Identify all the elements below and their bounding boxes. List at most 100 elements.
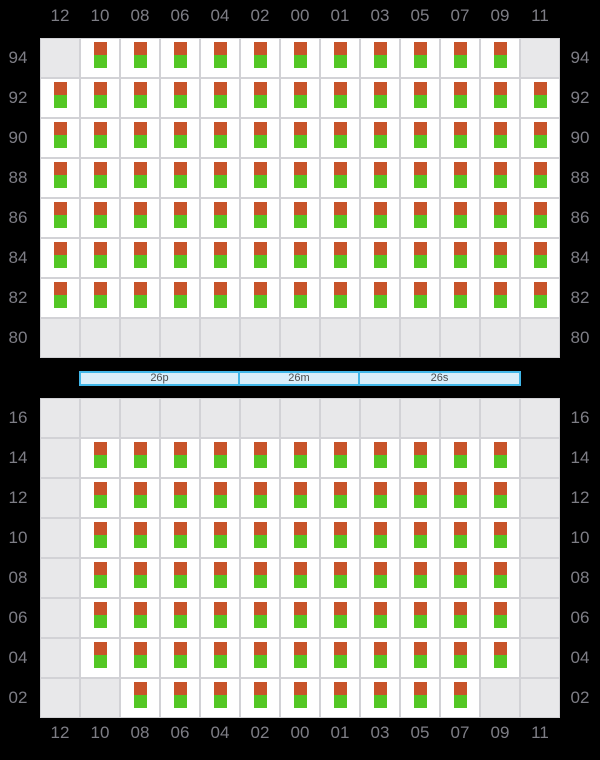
- orange-marker-icon: [253, 122, 267, 135]
- green-marker-icon: [493, 175, 507, 188]
- slot-02-10: [81, 679, 119, 717]
- slot-08-01: [321, 559, 359, 597]
- green-marker-icon: [413, 135, 427, 148]
- green-marker-icon: [533, 295, 547, 308]
- orange-marker-icon: [253, 202, 267, 215]
- orange-marker-icon: [133, 602, 147, 615]
- green-marker-icon: [333, 295, 347, 308]
- column-label-03: 03: [370, 6, 390, 25]
- orange-marker-icon: [53, 282, 67, 295]
- slot-16-10: [81, 399, 119, 437]
- orange-marker-icon: [293, 482, 307, 495]
- green-marker-icon: [413, 695, 427, 708]
- orange-marker-icon: [373, 122, 387, 135]
- tier-label-right-80: 80: [570, 328, 590, 347]
- orange-marker-icon: [493, 602, 507, 615]
- slot-16-07: [441, 399, 479, 437]
- tier-label-right-02: 02: [570, 688, 590, 707]
- slot-16-00: [281, 399, 319, 437]
- slot-02-08: [121, 679, 159, 717]
- tier-label-right-82: 82: [570, 288, 590, 307]
- slot-06-04: [201, 599, 239, 637]
- tier-label-left-90: 90: [8, 128, 28, 147]
- green-marker-icon: [333, 215, 347, 228]
- upper-deck-grid: [40, 38, 560, 358]
- orange-marker-icon: [93, 442, 107, 455]
- slot-02-12: [41, 679, 79, 717]
- green-marker-icon: [413, 55, 427, 68]
- orange-marker-icon: [173, 122, 187, 135]
- slot-86-01: [321, 199, 359, 237]
- green-marker-icon: [133, 615, 147, 628]
- tier-label-left-88: 88: [8, 168, 28, 187]
- slot-86-10: [81, 199, 119, 237]
- green-marker-icon: [93, 255, 107, 268]
- slot-94-02: [241, 39, 279, 77]
- tier-label-right-16: 16: [570, 408, 590, 427]
- orange-marker-icon: [53, 202, 67, 215]
- slot-82-07: [441, 279, 479, 317]
- slot-02-06: [161, 679, 199, 717]
- slot-84-01: [321, 239, 359, 277]
- green-marker-icon: [173, 255, 187, 268]
- green-marker-icon: [133, 655, 147, 668]
- slot-12-10: [81, 479, 119, 517]
- green-marker-icon: [93, 455, 107, 468]
- orange-marker-icon: [453, 682, 467, 695]
- green-marker-icon: [253, 535, 267, 548]
- green-marker-icon: [293, 695, 307, 708]
- slot-94-05: [401, 39, 439, 77]
- green-marker-icon: [333, 575, 347, 588]
- slot-80-00: [281, 319, 319, 357]
- orange-marker-icon: [133, 242, 147, 255]
- green-marker-icon: [213, 255, 227, 268]
- green-marker-icon: [93, 135, 107, 148]
- green-marker-icon: [493, 575, 507, 588]
- green-marker-icon: [173, 135, 187, 148]
- green-marker-icon: [173, 95, 187, 108]
- slot-82-12: [41, 279, 79, 317]
- orange-marker-icon: [493, 562, 507, 575]
- green-marker-icon: [493, 535, 507, 548]
- orange-marker-icon: [453, 282, 467, 295]
- slot-04-02: [241, 639, 279, 677]
- slot-06-00: [281, 599, 319, 637]
- slot-06-03: [361, 599, 399, 637]
- orange-marker-icon: [133, 642, 147, 655]
- orange-marker-icon: [93, 82, 107, 95]
- green-marker-icon: [453, 655, 467, 668]
- tier-label-left-84: 84: [8, 248, 28, 267]
- orange-marker-icon: [293, 562, 307, 575]
- column-label-03: 03: [370, 723, 390, 742]
- green-marker-icon: [533, 215, 547, 228]
- orange-marker-icon: [133, 442, 147, 455]
- green-marker-icon: [373, 95, 387, 108]
- column-label-01: 01: [330, 723, 350, 742]
- slot-04-06: [161, 639, 199, 677]
- green-marker-icon: [333, 135, 347, 148]
- orange-marker-icon: [533, 282, 547, 295]
- slot-02-09: [481, 679, 519, 717]
- slot-02-01: [321, 679, 359, 717]
- green-marker-icon: [533, 255, 547, 268]
- green-marker-icon: [453, 455, 467, 468]
- orange-marker-icon: [333, 642, 347, 655]
- slot-06-11: [521, 599, 559, 637]
- slot-88-09: [481, 159, 519, 197]
- tier-label-left-14: 14: [8, 448, 28, 467]
- orange-marker-icon: [493, 642, 507, 655]
- green-marker-icon: [213, 455, 227, 468]
- orange-marker-icon: [413, 202, 427, 215]
- green-marker-icon: [253, 455, 267, 468]
- green-marker-icon: [253, 55, 267, 68]
- slot-84-10: [81, 239, 119, 277]
- slot-86-00: [281, 199, 319, 237]
- tier-label-left-92: 92: [8, 88, 28, 107]
- slot-94-12: [41, 39, 79, 77]
- slot-88-04: [201, 159, 239, 197]
- slot-88-01: [321, 159, 359, 197]
- green-marker-icon: [213, 215, 227, 228]
- green-marker-icon: [413, 495, 427, 508]
- green-marker-icon: [213, 655, 227, 668]
